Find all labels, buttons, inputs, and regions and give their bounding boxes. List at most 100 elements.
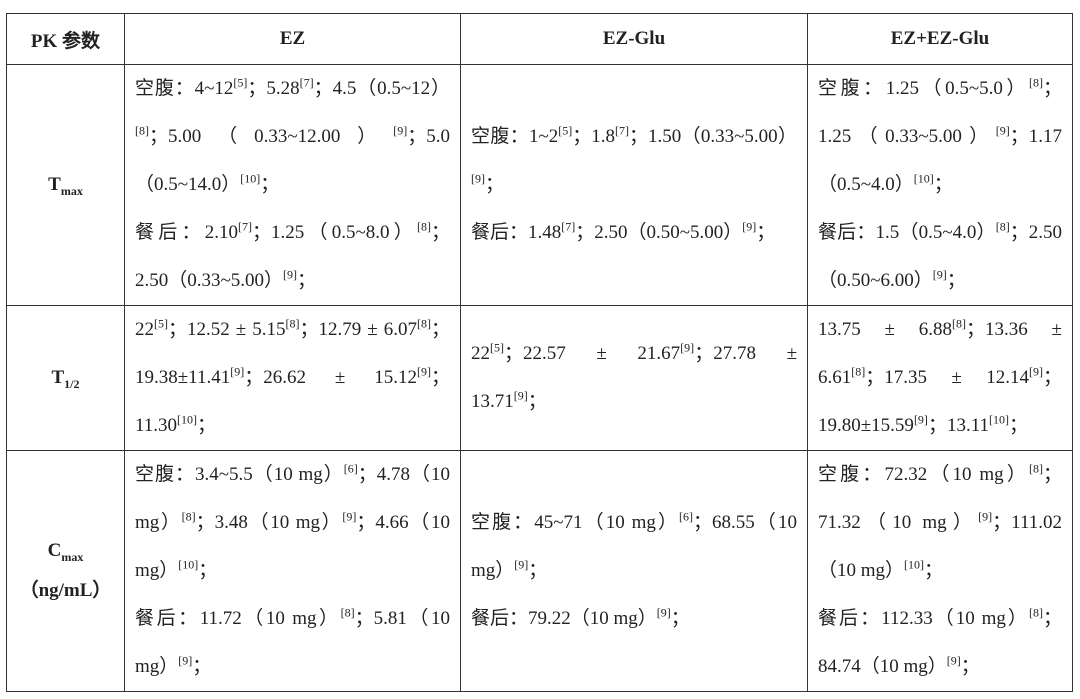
cell-paragraph: 餐后：1.48[7]；2.50（0.50~5.00）[9]； (471, 209, 797, 257)
data-cell: 空腹：1~2[5]；1.8[7]；1.50（0.33~5.00）[9]； 餐后：1… (460, 64, 808, 306)
reference: [10] (177, 412, 198, 427)
table-row: T1/2 22[5]；12.52 ± 5.15[8]；12.79 ± 6.07[8… (6, 305, 1073, 451)
reference: [8] (416, 219, 431, 234)
cell-text: 13.75 ± 6.88 (818, 319, 953, 340)
row-label: Cmax （ng/mL） (6, 450, 125, 692)
param-subscript: max (61, 549, 84, 564)
cell-text: 空腹：3.4~5.5（10 mg） (135, 464, 344, 485)
cell-paragraph: 空腹：1.25（0.5~5.0）[8]；1.25（0.33~5.00）[9]；1… (818, 65, 1062, 209)
reference: [9] (416, 364, 431, 379)
cell-text: ；4.5（0.5~12） (313, 78, 451, 99)
cell-paragraph: 空腹：1~2[5]；1.8[7]；1.50（0.33~5.00） [9]； (471, 113, 797, 209)
cell-text: ； (528, 560, 548, 581)
cell-text: ；1.25（0.5~8.0） (251, 222, 417, 243)
cell-text: ；22.57 ± 21.67 (504, 343, 681, 364)
cell-text: ； (197, 415, 217, 436)
reference: [5] (154, 316, 168, 331)
param-subscript: 1/2 (64, 376, 80, 391)
cell-text: ；1.8 (572, 126, 616, 147)
reference: [9] (342, 509, 357, 524)
reference: [8] (340, 605, 355, 620)
cell-paragraph: 餐后：11.72（10 mg）[8]；5.81（10 mg）[9]； (135, 595, 450, 691)
data-cell: 22[5]；22.57 ± 21.67[9]；27.78 ± 13.71[9]； (460, 305, 808, 451)
reference: [6] (343, 461, 358, 476)
row-label-name: T1/2 (8, 358, 123, 398)
cell-paragraph: 22[5]；12.52 ± 5.15[8]；12.79 ± 6.07[8]；19… (135, 306, 450, 450)
reference: [7] (237, 219, 252, 234)
cell-text: ；19.80±15.59 (818, 367, 1062, 436)
data-cell: 空腹：4~12[5]；5.28[7]；4.5（0.5~12）[8]；5.00（0… (124, 64, 461, 306)
cell-text: ；84.74（10 mg） (818, 608, 1062, 677)
cell-text: 餐后：2.10 (135, 222, 238, 243)
cell-text: ； (933, 174, 953, 195)
param-symbol: T (51, 367, 65, 388)
reference: [7] (299, 75, 314, 90)
param-unit: （ng/mL） (19, 580, 112, 601)
cell-text: 空腹：45~71（10 mg） (471, 512, 680, 533)
table-row: Cmax （ng/mL） 空腹：3.4~5.5（10 mg）[6]；4.78（10 … (6, 450, 1073, 692)
param-subscript: max (60, 183, 83, 198)
cell-text: ； (527, 391, 547, 412)
cell-text: ； (297, 270, 317, 291)
table-body: Tmax 空腹：4~12[5]；5.28[7]；4.5（0.5~12）[8]；5.… (6, 64, 1073, 692)
pk-table: PK 参数 EZ EZ-Glu EZ+EZ-Glu Tmax 空腹：4~12[5]；5.… (6, 13, 1073, 692)
data-cell: 空腹：72.32（10 mg）[8]；71.32（10 mg）[9]；111.0… (807, 450, 1073, 692)
reference: [8] (135, 123, 149, 138)
cell-text: ；5.0（0.5~14.0） (135, 126, 450, 195)
cell-text: 餐后：1.48 (471, 222, 562, 243)
cell-text: ； (260, 174, 280, 195)
reference: [9] (513, 388, 528, 403)
header-cell: EZ (124, 13, 461, 65)
cell-text: 餐后：112.33（10 mg） (818, 608, 1029, 629)
row-label-name: Cmax (8, 531, 123, 571)
reference: [5] (233, 75, 248, 90)
reference: [10] (240, 171, 261, 186)
cell-paragraph: 空腹：4~12[5]；5.28[7]；4.5（0.5~12） [8]；5.00（0… (135, 65, 450, 209)
cell-text: 22 (471, 343, 490, 364)
cell-text: ；13.36 ± 6.61 (818, 319, 1062, 388)
cell-text: ；5.81（10 mg） (135, 608, 450, 677)
reference: [9] (680, 340, 695, 355)
cell-text: ； (756, 222, 776, 243)
cell-paragraph: 22[5]；22.57 ± 21.67[9]；27.78 ± 13.71[9]； (471, 330, 797, 426)
cell-text: ；4.66（10 mg） (135, 512, 450, 581)
cell-text: ；12.79 ± 6.07 (299, 319, 417, 340)
cell-text: ；27.78 ± 13.71 (471, 343, 797, 412)
cell-paragraph: 13.75 ± 6.88[8]；13.36 ± 6.61[8]；17.35 ± … (818, 306, 1062, 450)
reference: [8] (952, 316, 967, 331)
cell-paragraph: 空腹：45~71（10 mg）[6]；68.55（10 mg）[9]； (471, 499, 797, 595)
cell-text: ； (946, 270, 966, 291)
cell-text: ；19.38±11.41 (135, 319, 450, 388)
cell-paragraph: 餐后：1.5（0.5~4.0）[8]；2.50（0.50~6.00）[9]； (818, 209, 1062, 305)
reference: [7] (615, 123, 630, 138)
reference: [9] (283, 267, 298, 282)
reference: [9] (742, 219, 757, 234)
reference: [9] (995, 123, 1010, 138)
table-row: Tmax 空腹：4~12[5]；5.28[7]；4.5（0.5~12）[8]；5.… (6, 64, 1073, 306)
reference: [8] (181, 509, 196, 524)
cell-paragraph: 餐后：112.33（10 mg）[8]；84.74（10 mg）[9]； (818, 595, 1062, 691)
reference: [9] (230, 364, 245, 379)
reference: [9] (178, 653, 193, 668)
reference: [10] (913, 171, 934, 186)
cell-text: ；2.50（0.33~5.00） (135, 222, 450, 291)
reference: [5] (558, 123, 573, 138)
cell-paragraph: 空腹：72.32（10 mg）[8]；71.32（10 mg）[9]；111.0… (818, 451, 1062, 595)
cell-text: 空腹：1~2 (471, 126, 559, 147)
cell-text: ；2.50（0.50~5.00） (575, 222, 743, 243)
reference: [8] (1028, 461, 1043, 476)
cell-text: ； (960, 656, 980, 677)
reference: [7] (561, 219, 576, 234)
reference: [10] (904, 557, 925, 572)
row-label: T1/2 (6, 305, 125, 451)
cell-text: ；26.62 ± 15.12 (244, 367, 417, 388)
reference: [9] (514, 557, 529, 572)
row-label-name: Tmax (8, 165, 123, 205)
reference: [9] (656, 605, 671, 620)
param-symbol: T (48, 174, 61, 195)
cell-text: ；12.52 ± 5.15 (168, 319, 286, 340)
cell-text: ；3.48（10 mg） (195, 512, 343, 533)
cell-text: 空腹：1.25（0.5~5.0） (818, 78, 1029, 99)
data-cell: 空腹：3.4~5.5（10 mg）[6]；4.78（10 mg）[8]；3.48… (124, 450, 461, 692)
